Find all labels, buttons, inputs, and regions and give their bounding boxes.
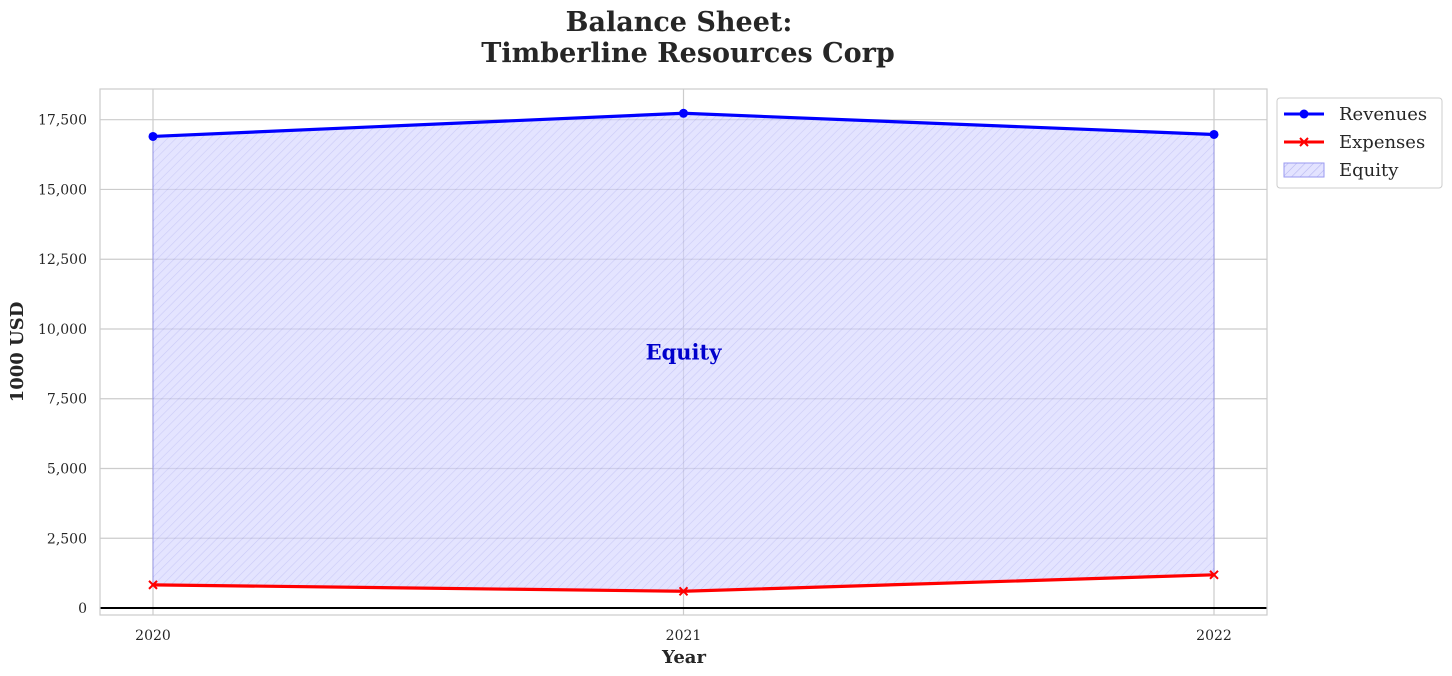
y-tick-label: 10,000 [38, 322, 87, 338]
x-tick-label: 2021 [666, 628, 702, 644]
x-axis-ticks: 2020 2021 2022 [135, 628, 1232, 644]
legend-equity-label: Equity [1339, 160, 1399, 181]
chart-title-line1: Balance Sheet: [566, 7, 793, 38]
equity-area [152, 112, 1215, 592]
y-tick-label: 15,000 [38, 182, 87, 198]
legend-expenses-label: Expenses [1339, 132, 1425, 153]
revenues-point [1209, 129, 1219, 139]
y-tick-label: 2,500 [47, 531, 87, 547]
legend-expenses-marker [1299, 137, 1309, 147]
series-lines [148, 108, 1219, 596]
equity-annotation: Equity [646, 339, 723, 364]
revenues-point [679, 108, 688, 118]
y-axis-ticks: 0 2,500 5,000 7,500 10,000 12,500 15,000 17,500 [38, 113, 87, 617]
legend: Revenues Expenses Equity [1276, 97, 1443, 189]
y-axis-label: 1000 USD [7, 302, 28, 403]
legend-equity-swatch [1283, 162, 1325, 178]
y-tick-label: 7,500 [47, 392, 87, 408]
revenues-point [148, 131, 158, 141]
y-tick-label: 17,500 [38, 113, 87, 129]
chart-title-line2: Timberline Resources Corp [481, 38, 894, 69]
x-tick-label: 2022 [1196, 628, 1232, 644]
x-tick-label: 2020 [135, 628, 171, 644]
expenses-point [678, 586, 689, 596]
legend-revenues-marker [1299, 109, 1309, 119]
expenses-point [148, 580, 158, 590]
y-tick-label: 0 [78, 601, 87, 617]
y-tick-label: 5,000 [47, 462, 87, 478]
expenses-point [1209, 570, 1219, 580]
plot-frame [99, 88, 1268, 616]
y-tick-label: 12,500 [38, 252, 87, 268]
x-axis-label: Year [661, 647, 706, 668]
legend-revenues-label: Revenues [1339, 104, 1427, 125]
